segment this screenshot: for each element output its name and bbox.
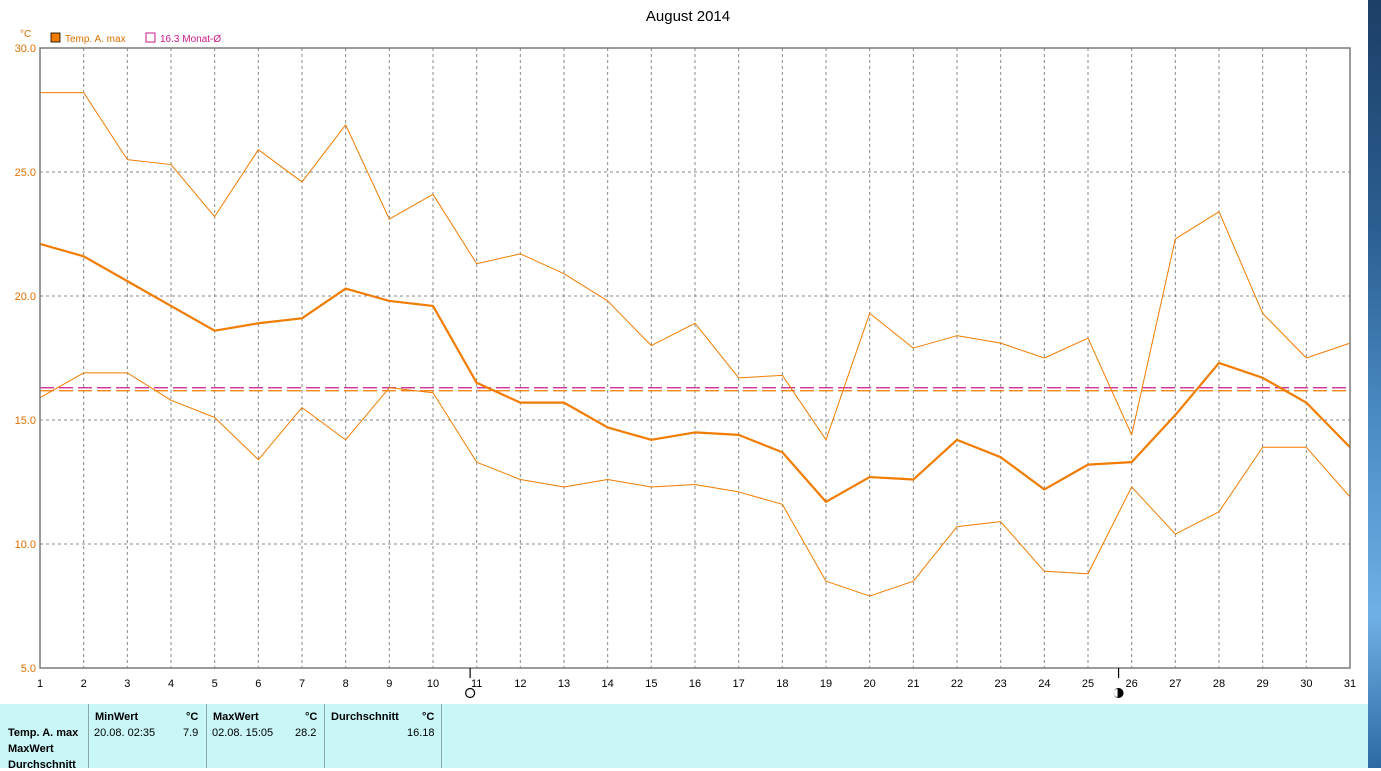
stats-col-min: MinWert °C 20.08. 02:35 7.9 [88,704,206,768]
legend-label-max: Temp. A. max [65,34,126,45]
stats-col-max: MaxWert °C 02.08. 15:05 28.2 [206,704,324,768]
legend-swatch-avg [145,32,156,43]
window-edge [1368,0,1381,768]
stats-row-label: Temp. A. max [8,727,79,739]
grid [40,48,1350,668]
x-tick-label: 8 [343,678,349,690]
series-line-daily-max [40,92,1351,441]
chart-title: August 2014 [646,8,730,25]
x-tick-label: 9 [386,678,392,690]
axes: 5.010.015.020.025.030.01 2 3 4 5 6 7 8 9 10 11 12 13… [15,43,1357,690]
x-tick-label: 4 [168,678,174,690]
moon-phases [465,668,1124,699]
series [39,92,1351,597]
legend-swatch-max [50,32,61,43]
series-line-daily-mean [39,242,1351,503]
x-tick-label: 15 [645,678,657,690]
x-tick-label: 23 [995,678,1007,690]
stats-col-header: MaxWert [213,711,259,723]
x-tick-label: 29 [1257,678,1269,690]
x-tick-label: 31 [1344,678,1356,690]
stats-divider [441,704,443,768]
x-tick-label: 3 [124,678,130,690]
x-tick-label: 20 [864,678,876,690]
x-tick-label: 6 [255,678,261,690]
x-tick-label: 10 [427,678,439,690]
x-tick-label: 22 [951,678,963,690]
x-tick-label: 24 [1038,678,1050,690]
x-tick-label: 2 [81,678,87,690]
legend[interactable]: Temp. A. max 16.3 Monat-Ø [50,32,221,45]
stats-col-avg: Durchschnitt °C 16.18 [324,704,442,768]
x-tick-label: 28 [1213,678,1225,690]
y-unit-label: °C [20,29,31,40]
y-tick-label: 10.0 [15,539,36,551]
stats-col-header: Durchschnitt [331,711,399,723]
x-tick-label: 25 [1082,678,1094,690]
stats-panel: Temp. A. max MaxWert Durchschnitt MinWer… [0,704,1368,771]
stats-row-label: MaxWert [8,743,54,755]
x-tick-label: 11 [471,678,482,690]
stats-col-unit: °C [422,711,435,723]
stats-time: 02.08. 15:05 [212,727,274,739]
y-tick-label: 30.0 [15,43,36,55]
y-tick-label: 15.0 [15,415,36,427]
x-tick-label: 18 [776,678,788,690]
reference-lines [40,387,1350,392]
stats-row-label: Durchschnitt [8,759,76,771]
x-tick-label: 7 [299,678,305,690]
x-tick-label: 5 [212,678,218,690]
x-tick-label: 17 [733,678,745,690]
stats-value: 16.18 [407,727,435,739]
x-tick-label: 26 [1126,678,1138,690]
x-tick-label: 19 [820,678,832,690]
y-tick-label: 20.0 [15,291,36,303]
legend-label-avg: 16.3 Monat-Ø [160,34,221,45]
x-tick-label: 16 [689,678,701,690]
x-tick-label: 13 [558,678,570,690]
x-tick-label: 27 [1169,678,1181,690]
stats-value: 7.9 [183,727,199,739]
y-tick-label: 5.0 [21,663,36,675]
x-tick-label: 21 [907,678,919,690]
full-moon-icon [465,687,476,699]
new-moon-highlight [1113,689,1118,697]
x-tick-label: 30 [1300,678,1312,690]
x-tick-label: 1 [37,678,43,690]
stats-time: 20.08. 02:35 [94,727,156,739]
y-tick-label: 25.0 [15,167,36,179]
series-line-daily-min [39,372,1351,597]
x-tick-label: 12 [514,678,526,690]
stats-col-unit: °C [305,711,318,723]
stats-col-header: MinWert [95,711,139,723]
stats-col-unit: °C [186,711,199,723]
chart: August 2014 °C Temp. A. max 16.3 Monat-Ø… [15,8,1357,699]
plot-frame [39,47,1351,669]
x-tick-label: 14 [602,678,614,690]
stats-value: 28.2 [295,727,317,739]
